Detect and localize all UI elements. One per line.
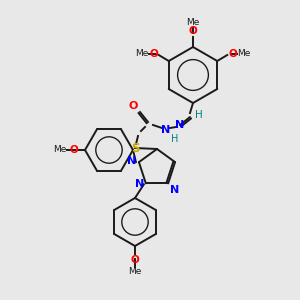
Text: O: O xyxy=(149,49,158,59)
Text: H: H xyxy=(171,134,178,144)
Text: Me: Me xyxy=(237,50,250,58)
Text: N: N xyxy=(127,156,136,166)
Text: O: O xyxy=(69,145,78,155)
Text: O: O xyxy=(130,255,140,265)
Text: H: H xyxy=(195,110,203,120)
Text: O: O xyxy=(189,26,197,36)
Text: N: N xyxy=(135,179,144,189)
Text: O: O xyxy=(228,49,237,59)
Text: Me: Me xyxy=(135,50,149,58)
Text: S: S xyxy=(131,142,139,154)
Text: N: N xyxy=(161,125,171,135)
Text: N: N xyxy=(176,120,184,130)
Text: Me: Me xyxy=(54,146,67,154)
Text: O: O xyxy=(129,101,138,111)
Text: N: N xyxy=(170,185,179,195)
Text: Me: Me xyxy=(186,18,200,27)
Text: Me: Me xyxy=(128,267,142,276)
